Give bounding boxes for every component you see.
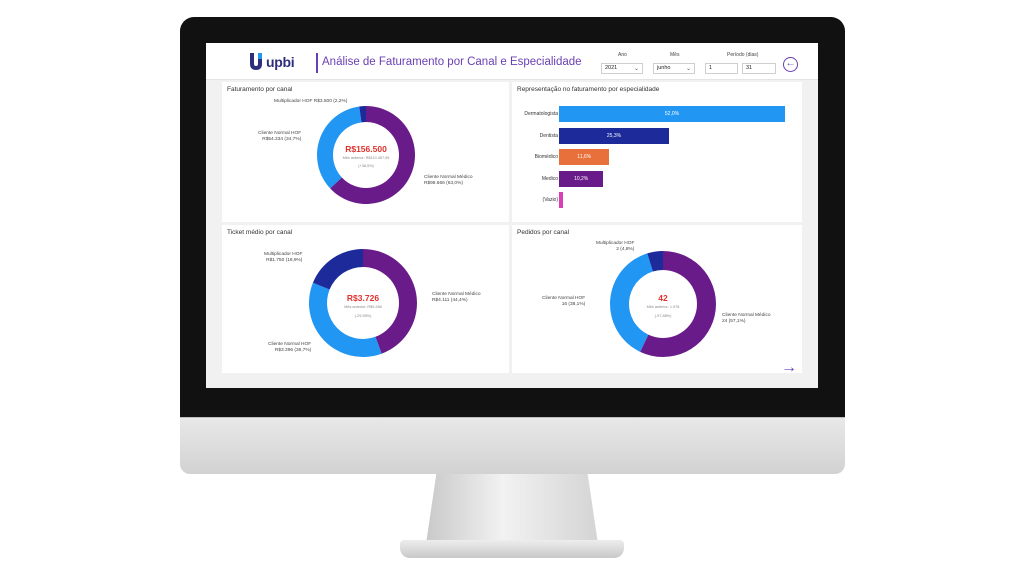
bar-dentista[interactable] xyxy=(559,127,669,144)
period-filter-label: Período (dias) xyxy=(727,52,759,58)
bar-value-label: 10,2% xyxy=(574,175,589,182)
brand-name: upbi xyxy=(266,54,295,70)
title-separator xyxy=(316,53,318,73)
bar--vazio-[interactable] xyxy=(559,192,563,208)
panel-pedidos-por-canal: Pedidos por canal Multiplicador HOF 2 (4,… xyxy=(512,225,802,373)
slice-label-multiplicador-hof: Multiplicador HOF R$1.750 (18,9%) xyxy=(264,252,303,263)
donut-slice-multiplicador-hof[interactable] xyxy=(359,106,366,123)
slice-label-cliente-normal-hof: Cliente Normal HOF 16 (38,1%) xyxy=(542,296,586,307)
panel-title: Ticket médio por canal xyxy=(227,229,293,236)
year-filter-dropdown[interactable]: 2021 ⌄ xyxy=(601,63,643,74)
kpi-center-value: R$156.500 xyxy=(345,144,387,154)
monitor-stand-foot xyxy=(400,540,624,558)
slice-label-cliente-normal-hof: Cliente Normal HOF R$3.396 (36,7%) xyxy=(268,342,312,353)
kpi-center-change: (-29,55%) xyxy=(354,314,372,318)
donut-slice-cliente-normal-hof[interactable] xyxy=(317,106,362,189)
period-end-input[interactable]: 31 xyxy=(742,63,776,74)
donut-slice-multiplicador-hof[interactable] xyxy=(312,249,363,290)
donut-slice-cliente-normal-m-dico[interactable] xyxy=(363,249,417,354)
month-filter-value: junho xyxy=(657,65,671,71)
slice-label-cliente-normal-medico: Cliente Normal Médico R$98.666 (63,0%) xyxy=(424,175,473,186)
donut-slice-multiplicador-hof[interactable] xyxy=(647,251,663,272)
panel-faturamento-por-canal: Faturamento por canal Multiplicador HOF … xyxy=(222,82,509,222)
bar-category-label: Dentista xyxy=(539,132,558,139)
year-filter-label: Ano xyxy=(618,52,627,58)
donut-slice-cliente-normal-m-dico[interactable] xyxy=(640,251,716,357)
page-title: Análise de Faturamento por Canal e Espec… xyxy=(322,56,582,68)
month-filter-dropdown[interactable]: junho ⌄ xyxy=(653,63,695,74)
kpi-center-previous: Mês anterior: R$110.457,59 xyxy=(342,156,390,160)
donut-chart-ticket-medio xyxy=(309,249,417,357)
bar-dermatologista[interactable] xyxy=(559,106,785,122)
slice-label-cliente-normal-medico: Cliente Normal Médico 24 (57,1%) xyxy=(722,313,771,324)
kpi-center-change: (-97,88%) xyxy=(654,314,672,318)
kpi-center-value: 42 xyxy=(658,293,668,303)
slice-label-multiplicador-hof: Multiplicador HOF 2 (4,8%) xyxy=(596,241,635,252)
slice-label-multiplicador-hof: Multiplicador HOF R$3.500 (2,2%) xyxy=(274,99,348,104)
kpi-center-change: (+38,5%) xyxy=(358,164,374,168)
bar-category-label: (Vazio) xyxy=(542,197,558,203)
upbi-logo-icon xyxy=(250,53,262,70)
monitor-stand-neck xyxy=(426,474,598,544)
arrow-right-icon: → xyxy=(781,359,797,376)
panel-title: Faturamento por canal xyxy=(227,86,293,93)
arrow-left-icon: ← xyxy=(785,58,796,69)
slice-label-cliente-normal-medico: Cliente Normal Médico R$4.111 (44,4%) xyxy=(432,292,481,303)
donut-chart-faturamento xyxy=(317,106,415,204)
kpi-center-value: R$3.726 xyxy=(346,293,380,303)
bar-medico[interactable] xyxy=(559,170,604,187)
bar-value-label: 11,6% xyxy=(577,154,592,160)
back-button[interactable]: ← xyxy=(783,57,798,72)
panel-ticket-medio-por-canal: Ticket médio por canal Multiplicador HOF… xyxy=(222,225,509,373)
dashboard-screen: upbi Análise de Faturamento por Canal e … xyxy=(206,43,818,388)
chevron-down-icon: ⌄ xyxy=(633,66,639,72)
year-filter-value: 2021 xyxy=(605,65,618,71)
month-filter-label: Mês xyxy=(670,52,680,58)
donut-slice-cliente-normal-hof[interactable] xyxy=(309,282,382,357)
bar-category-label: Medico xyxy=(541,175,558,182)
next-page-button[interactable]: → xyxy=(781,359,797,377)
period-start-input[interactable]: 1 xyxy=(705,63,738,74)
slice-label-cliente-normal-hof: Cliente Normal HOF R$54.334 (34,7%) xyxy=(258,131,302,142)
dashboard-header: upbi Análise de Faturamento por Canal e … xyxy=(206,43,818,80)
panel-representacao-especialidade: Representação no faturamento por especia… xyxy=(512,82,802,222)
bar-value-label: 25,3% xyxy=(606,132,622,139)
bar-biom-dico[interactable] xyxy=(559,149,610,165)
donut-slice-cliente-normal-m-dico[interactable] xyxy=(330,106,415,204)
chevron-down-icon: ⌄ xyxy=(685,66,691,72)
period-end-value: 31 xyxy=(746,65,753,71)
bar-category-label: Dermatologista xyxy=(524,111,558,117)
panel-title: Pedidos por canal xyxy=(517,229,570,236)
period-start-value: 1 xyxy=(709,65,713,71)
donut-chart-pedidos xyxy=(610,251,716,357)
monitor-chin xyxy=(180,417,845,474)
panel-title: Representação no faturamento por especia… xyxy=(517,86,660,93)
kpi-center-previous: Mês anterior: R$5.288 xyxy=(344,305,382,309)
bar-category-label: Biomédico xyxy=(534,154,558,160)
donut-slice-cliente-normal-hof[interactable] xyxy=(610,253,653,352)
kpi-center-previous: Mês anterior: 1.978 xyxy=(646,305,680,309)
bar-value-label: 52,0% xyxy=(664,111,680,117)
